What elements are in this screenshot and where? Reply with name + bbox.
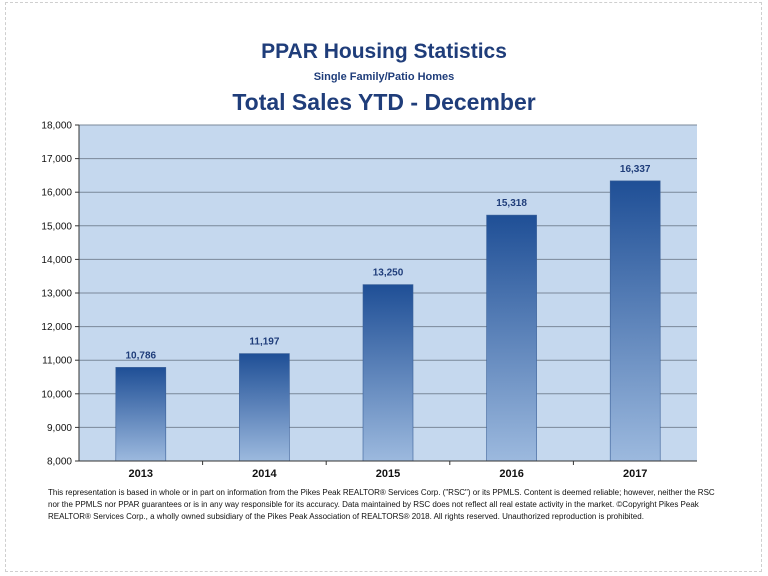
- x-axis-ticks: 2013 2014 2015 2016 2017: [129, 461, 647, 480]
- y-tick-label: 11,000: [42, 356, 72, 367]
- data-label-2013: 10,786: [126, 350, 157, 361]
- chart-frame: [5, 2, 762, 572]
- data-label-2014: 11,197: [249, 337, 279, 348]
- chart-heading: Total Sales YTD - December: [232, 89, 536, 115]
- y-tick-label: 15,000: [41, 221, 72, 232]
- y-tick-label: 17,000: [41, 154, 72, 165]
- x-tick-label-2013: 2013: [129, 468, 153, 480]
- y-tick-label: 13,000: [41, 289, 72, 300]
- data-label-2017: 16,337: [620, 164, 651, 175]
- data-label-2016: 15,318: [496, 198, 527, 209]
- y-tick-label: 12,000: [41, 322, 72, 333]
- bar-2016: [486, 214, 537, 462]
- bar-2017: [609, 180, 661, 462]
- disclaimer-text: This representation is based in whole or…: [48, 488, 715, 521]
- chart-subtitle: Single Family/Patio Homes: [313, 71, 455, 83]
- bar-2015: [362, 284, 414, 462]
- bar-chart: 8,000 9,000 10,000 11,000 12,000 13,000 14,000…: [41, 121, 697, 480]
- bars: 10,786 11,197 13,250 15,318 16,337: [115, 164, 661, 462]
- bar-2014: [239, 353, 290, 462]
- y-axis-ticks: 8,000 9,000 10,000 11,000 12,000 13,000 14,000…: [41, 121, 79, 468]
- chart-title: PPAR Housing Statistics: [261, 40, 507, 63]
- y-tick-label: 16,000: [41, 188, 72, 199]
- y-tick-label: 10,000: [41, 389, 72, 400]
- x-tick-label-2017: 2017: [623, 468, 647, 480]
- data-label-2015: 13,250: [373, 268, 404, 279]
- y-tick-label: 18,000: [41, 121, 72, 132]
- bar-2013: [115, 367, 167, 462]
- y-tick-label: 8,000: [47, 457, 72, 468]
- x-tick-label-2016: 2016: [499, 468, 523, 480]
- y-tick-label: 9,000: [47, 423, 72, 434]
- x-tick-label-2014: 2014: [252, 468, 277, 480]
- x-tick-label-2015: 2015: [376, 468, 400, 480]
- y-tick-label: 14,000: [41, 255, 72, 266]
